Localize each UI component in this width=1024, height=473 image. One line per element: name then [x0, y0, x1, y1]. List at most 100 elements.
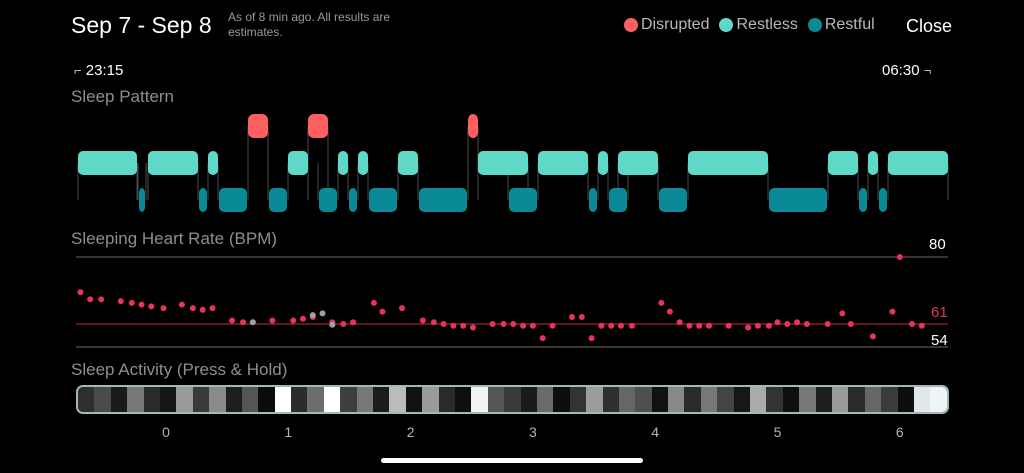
- x-tick-label: 3: [528, 424, 537, 440]
- heart-rate-gray-point: [309, 312, 316, 319]
- heart-rate-point: [725, 322, 732, 329]
- heart-rate-gray-point: [319, 310, 326, 317]
- restful-block: [609, 188, 627, 212]
- restful-block: [659, 188, 687, 212]
- activity-segment: [799, 387, 816, 412]
- home-indicator[interactable]: [381, 458, 643, 463]
- restless-block: [288, 151, 308, 175]
- restless-block: [688, 151, 768, 175]
- heart-rate-point: [628, 322, 635, 329]
- activity-segment: [831, 387, 849, 412]
- heart-rate-point: [896, 254, 903, 260]
- heart-rate-point: [529, 322, 536, 329]
- restless-block: [598, 151, 608, 175]
- heart-rate-point: [889, 308, 896, 315]
- activity-segment: [717, 387, 734, 412]
- disrupted-block: [468, 114, 478, 138]
- restful-block: [219, 188, 247, 212]
- heart-rate-point: [209, 305, 216, 312]
- activity-segment: [258, 387, 275, 412]
- page-title: Sep 7 - Sep 8: [71, 12, 212, 38]
- heart-rate-point: [658, 299, 665, 306]
- activity-segment: [930, 387, 947, 412]
- sleep-activity-bar[interactable]: [76, 385, 949, 414]
- activity-segment: [209, 387, 226, 412]
- heart-rate-point: [549, 322, 556, 329]
- heart-rate-point: [370, 299, 377, 306]
- bracket-right-icon: ¬: [923, 63, 932, 78]
- activity-segment: [405, 387, 423, 412]
- heart-rate-point: [500, 321, 507, 327]
- restful-block: [589, 188, 597, 212]
- heart-rate-gray-point: [249, 319, 256, 326]
- legend-disrupted: Disrupted: [624, 16, 709, 34]
- heart-rate-point: [686, 322, 693, 329]
- restful-block: [859, 188, 867, 212]
- restful-block: [139, 188, 145, 212]
- restless-block: [358, 151, 368, 175]
- bracket-left-icon: ⌐: [74, 63, 82, 78]
- heart-rate-point: [430, 319, 437, 326]
- heart-rate-point: [847, 321, 854, 327]
- heart-rate-point: [569, 313, 576, 320]
- disrupted-swatch-icon: [624, 18, 638, 32]
- heart-rate-point: [98, 296, 105, 303]
- sleep-activity-label: Sleep Activity (Press & Hold): [71, 360, 288, 379]
- heart-rate-point: [774, 319, 781, 326]
- legend-restless-label: Restless: [736, 16, 798, 33]
- activity-segment: [307, 387, 324, 412]
- activity-segment: [176, 387, 193, 412]
- activity-segment: [291, 387, 308, 412]
- activity-segment: [864, 387, 882, 412]
- end-time: 06:30 ¬: [882, 62, 931, 79]
- activity-segment: [454, 387, 472, 412]
- heart-rate-point: [340, 321, 347, 327]
- activity-segment: [750, 387, 767, 412]
- heart-rate-point: [754, 322, 761, 329]
- activity-segment: [700, 387, 718, 412]
- activity-segment: [504, 387, 521, 412]
- restful-swatch-icon: [807, 18, 822, 32]
- heart-rate-point: [189, 305, 196, 312]
- x-tick-label: 0: [162, 424, 170, 440]
- activity-segment: [782, 387, 800, 412]
- heart-rate-point: [350, 319, 357, 326]
- close-button[interactable]: Close: [906, 16, 953, 36]
- sleep-pattern-chart[interactable]: [77, 114, 949, 212]
- heart-rate-point: [745, 324, 752, 331]
- heart-rate-point: [419, 317, 426, 324]
- activity-segment: [487, 387, 505, 412]
- heart-rate-point: [160, 305, 167, 312]
- activity-segment: [684, 387, 701, 412]
- activity-segment: [897, 387, 914, 412]
- activity-segment: [356, 387, 374, 412]
- activity-segment: [766, 387, 783, 412]
- heart-rate-point: [918, 322, 925, 329]
- activity-segment: [323, 387, 341, 412]
- heart-rate-point: [676, 319, 683, 326]
- heart-rate-point: [148, 303, 155, 310]
- heart-rate-point: [489, 321, 496, 327]
- restless-block: [148, 151, 198, 175]
- heart-rate-point: [399, 305, 406, 312]
- activity-segment: [389, 387, 406, 412]
- restless-block: [78, 151, 137, 175]
- restless-block: [868, 151, 878, 175]
- activity-segment: [881, 387, 898, 412]
- heart-rate-point: [440, 321, 447, 327]
- activity-segment: [373, 387, 390, 412]
- heart-rate-point: [696, 322, 703, 329]
- activity-segment: [651, 387, 669, 412]
- heart-rate-point: [229, 317, 236, 324]
- restless-block: [338, 151, 348, 175]
- heart-rate-point: [290, 317, 297, 324]
- heart-rate-point: [839, 310, 846, 317]
- activity-segment: [913, 387, 931, 412]
- activity-segment: [110, 387, 128, 412]
- heart-rate-point: [909, 321, 916, 327]
- restful-block: [269, 188, 287, 212]
- start-time-label: 23:15: [85, 62, 124, 79]
- estimate-note: As of 8 min ago. All results are estimat…: [228, 10, 391, 39]
- heart-rate-point: [598, 322, 605, 329]
- heart-rate-point: [588, 335, 595, 342]
